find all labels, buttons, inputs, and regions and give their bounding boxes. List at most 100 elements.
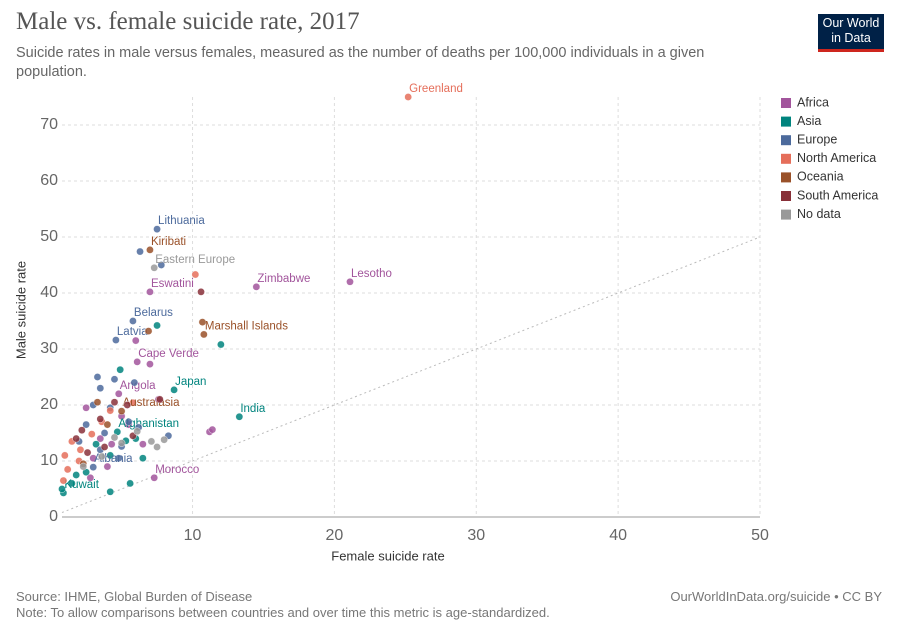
- point: [82, 403, 90, 412]
- point: [235, 412, 244, 421]
- y-tick-label: 60: [40, 172, 58, 189]
- point: [197, 288, 205, 296]
- url[interactable]: OurWorldInData.org/suicide • CC BY: [670, 589, 882, 604]
- point: [123, 401, 132, 409]
- point-label: Japan: [175, 376, 206, 388]
- point: [131, 336, 140, 345]
- note: Note: To allow comparisons between count…: [16, 605, 550, 620]
- point: [100, 429, 109, 437]
- point: [150, 473, 159, 482]
- point: [129, 317, 137, 325]
- point: [147, 437, 156, 446]
- point: [150, 263, 159, 272]
- point: [96, 384, 105, 393]
- point-label: Australasia: [123, 397, 180, 409]
- point: [191, 270, 200, 279]
- point: [146, 288, 154, 296]
- point: [97, 452, 106, 461]
- legend-label: No data: [797, 207, 841, 221]
- point: [86, 473, 95, 482]
- point-label: India: [240, 403, 266, 415]
- point-label: Lesotho: [351, 268, 392, 280]
- x-tick-label: 20: [325, 527, 343, 544]
- point: [116, 365, 124, 374]
- point: [103, 420, 112, 429]
- legend-swatch: [781, 172, 791, 183]
- x-tick-label: 50: [751, 527, 769, 544]
- point: [170, 386, 178, 394]
- chart: Female suicide rate Male suicide rate 0 1…: [13, 83, 878, 563]
- point: [114, 389, 123, 398]
- legend-swatch: [781, 209, 791, 220]
- legend-swatch: [781, 135, 791, 146]
- point: [96, 415, 105, 423]
- point: [153, 321, 161, 330]
- point: [146, 246, 154, 254]
- point: [100, 443, 109, 451]
- point-label: Zimbabwe: [257, 273, 310, 285]
- point: [58, 485, 66, 493]
- legend-swatch: [781, 153, 791, 164]
- point: [89, 463, 98, 471]
- y-tick-label: 10: [40, 452, 58, 469]
- point: [130, 378, 139, 387]
- point-label: Afghanistan: [118, 418, 179, 430]
- point: [76, 445, 85, 454]
- reference-line: [61, 236, 761, 513]
- point: [139, 454, 147, 463]
- logo-line: in Data: [831, 31, 871, 45]
- y-tick-label: 0: [49, 508, 58, 525]
- x-axis-label: Female suicide rate: [331, 548, 444, 563]
- point: [106, 487, 115, 496]
- point: [346, 277, 354, 286]
- point-label: Belarus: [134, 307, 173, 319]
- point: [112, 336, 120, 344]
- point-label: Marshall Islands: [205, 320, 288, 332]
- x-tick-label: 30: [467, 527, 485, 544]
- point: [198, 318, 207, 326]
- point: [157, 261, 166, 269]
- legend-swatch: [781, 98, 791, 108]
- point: [93, 398, 102, 407]
- point: [156, 395, 164, 404]
- legend-swatch: [781, 191, 791, 201]
- point: [63, 465, 72, 474]
- point: [78, 426, 86, 435]
- point: [110, 433, 119, 442]
- y-tick-label: 20: [40, 396, 58, 413]
- title: Male vs. female suicide rate, 2017: [16, 8, 360, 35]
- point-label: Lithuania: [158, 215, 205, 227]
- legend-label: Asia: [797, 114, 821, 128]
- point: [106, 451, 115, 460]
- point-label: Greenland: [409, 83, 463, 95]
- point-label: Latvia: [117, 326, 148, 338]
- point: [83, 448, 92, 457]
- point: [72, 471, 80, 479]
- point-label: Eswatini: [151, 278, 194, 290]
- logo-line: Our World: [822, 16, 880, 30]
- point: [89, 454, 98, 463]
- point: [106, 406, 115, 415]
- legend-label: Oceania: [797, 170, 844, 184]
- point: [200, 330, 208, 339]
- y-tick-label: 70: [40, 116, 58, 133]
- point: [144, 327, 153, 335]
- point: [126, 479, 134, 488]
- y-tick-label: 50: [40, 228, 58, 245]
- point: [146, 360, 154, 368]
- point-label: Cape Verde: [138, 348, 199, 360]
- subtitle: Suicide rates in male versus females, me…: [16, 45, 705, 80]
- point: [72, 434, 80, 443]
- point: [160, 435, 168, 444]
- legend-label: North America: [797, 151, 876, 165]
- point-label: Angola: [120, 380, 156, 392]
- y-tick-label: 40: [40, 284, 58, 301]
- x-tick-label: 10: [184, 527, 202, 544]
- point: [114, 454, 123, 463]
- point: [87, 430, 96, 438]
- logo[interactable]: Our World in Data: [818, 14, 884, 52]
- point: [136, 247, 144, 256]
- point: [404, 93, 412, 101]
- point: [92, 440, 100, 449]
